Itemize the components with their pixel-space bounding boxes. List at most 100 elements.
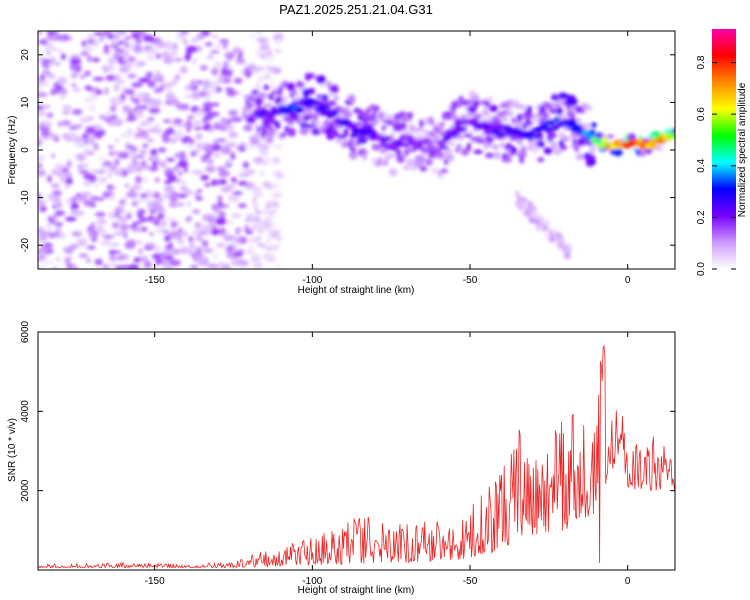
heatmap-cell xyxy=(438,145,449,150)
heatmap-cell xyxy=(485,152,495,159)
heatmap-cell xyxy=(319,104,331,109)
heatmap-cell xyxy=(290,127,296,137)
heatmap-cell xyxy=(75,141,86,148)
heatmap-cell xyxy=(267,230,276,234)
heatmap-cell xyxy=(233,77,243,84)
heatmap-cell xyxy=(50,56,56,63)
heatmap-cell xyxy=(46,71,52,78)
heatmap-cell xyxy=(115,265,122,269)
heatmap-cell xyxy=(331,109,339,117)
heatmap-cell xyxy=(181,137,189,144)
heatmap-cell xyxy=(155,98,162,105)
heatmap-cell xyxy=(531,117,539,124)
heatmap-cell xyxy=(492,144,499,150)
heatmap-cell xyxy=(76,238,88,246)
heatmap-cell xyxy=(430,168,440,174)
heatmap-cell xyxy=(84,85,93,91)
heatmap-cell xyxy=(176,239,185,245)
heatmap-cell xyxy=(192,209,201,215)
heatmap-cell xyxy=(229,242,239,247)
heatmap-cell xyxy=(380,136,391,143)
heatmap-cell xyxy=(530,134,539,139)
heatmap-cell xyxy=(86,257,91,264)
heatmap-cell xyxy=(131,200,139,207)
heatmap-cell xyxy=(124,89,136,95)
heatmap-cell xyxy=(64,258,70,265)
heatmap-cell xyxy=(534,219,542,225)
heatmap-cell xyxy=(271,67,282,75)
heatmap-cell xyxy=(575,153,586,161)
heatmap-cell xyxy=(137,247,144,255)
heatmap-cell xyxy=(238,173,250,178)
heatmap-cell xyxy=(558,92,569,100)
heatmap-cell xyxy=(163,56,174,65)
heatmap-cell xyxy=(49,219,56,224)
heatmap-cell xyxy=(205,96,211,101)
heatmap-cell xyxy=(207,54,214,60)
heatmap-cell xyxy=(537,157,545,163)
heatmap-cell xyxy=(152,126,162,134)
heatmap-cell xyxy=(50,37,59,41)
heatmap-cell xyxy=(184,85,194,90)
heatmap-cell xyxy=(66,160,72,169)
heatmap-cell xyxy=(516,196,524,202)
heatmap-cell xyxy=(84,70,91,76)
heatmap-cell xyxy=(90,222,96,230)
heatmap-cell xyxy=(567,119,578,126)
heatmap-cell xyxy=(110,105,117,113)
heatmap-cell xyxy=(52,204,57,209)
heatmap-cell xyxy=(104,87,109,95)
heatmap-cell xyxy=(141,226,148,232)
heatmap-cell xyxy=(235,145,240,150)
heatmap-cell xyxy=(153,87,162,94)
heatmap-cell xyxy=(196,234,203,242)
heatmap-cell xyxy=(308,87,316,95)
heatmap-cell xyxy=(135,94,145,100)
heatmap-cell xyxy=(154,177,161,183)
heatmap-cell xyxy=(370,119,379,126)
heatmap-cell xyxy=(107,164,117,172)
heatmap-cell xyxy=(94,258,103,266)
heatmap-cell xyxy=(549,125,560,131)
heatmap-cell xyxy=(38,108,42,116)
heatmap-cell xyxy=(155,53,161,59)
heatmap-cell xyxy=(58,89,69,95)
heatmap-cell xyxy=(174,166,179,171)
heatmap-cell xyxy=(320,83,326,88)
heatmap-cell xyxy=(145,71,153,79)
heatmap-cell xyxy=(153,76,165,82)
heatmap-cell xyxy=(113,45,119,49)
heatmap-cell xyxy=(148,232,154,236)
heatmap-cell xyxy=(213,122,220,130)
heatmap-cell xyxy=(121,199,126,203)
heatmap-cell xyxy=(177,161,189,168)
heatmap-cell xyxy=(193,126,203,131)
heatmap-cell xyxy=(187,143,194,148)
heatmap-cell xyxy=(321,98,329,106)
heatmap-cell xyxy=(152,204,164,212)
y-tick-label: 0 xyxy=(20,147,31,153)
heatmap-cell xyxy=(143,177,149,183)
heatmap-cell xyxy=(98,156,104,161)
heatmap-cell xyxy=(271,182,281,189)
heatmap-cell xyxy=(146,138,155,143)
heatmap-cell xyxy=(255,66,264,72)
heatmap-cell xyxy=(162,250,173,256)
heatmap-cell xyxy=(159,84,164,93)
heatmap-cell xyxy=(371,143,381,151)
heatmap-cell xyxy=(43,60,48,66)
heatmap-cell xyxy=(217,195,223,201)
heatmap-cell xyxy=(418,154,425,164)
heatmap-cell xyxy=(648,143,658,150)
heatmap-cell xyxy=(155,123,160,128)
heatmap-cell xyxy=(199,90,207,98)
heatmap-cell xyxy=(81,40,87,47)
heatmap-cell xyxy=(69,58,80,65)
heatmap-cell xyxy=(38,39,46,45)
heatmap-cell xyxy=(139,120,151,127)
heatmap-cell xyxy=(220,211,226,219)
heatmap-cell xyxy=(199,143,207,147)
heatmap-cell xyxy=(54,210,65,216)
heatmap-cell xyxy=(103,161,113,166)
heatmap-cell xyxy=(250,139,260,144)
